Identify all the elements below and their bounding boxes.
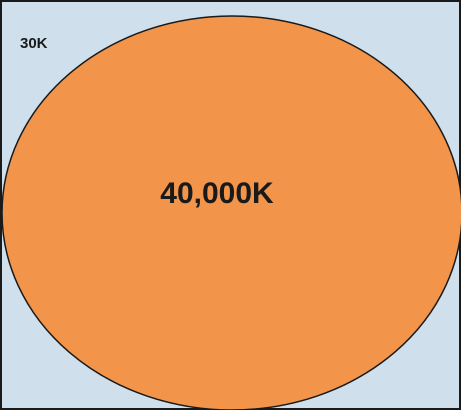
- outer-label: 30K: [20, 35, 48, 52]
- inner-label: 40,000K: [160, 177, 274, 210]
- inner-ellipse: [1, 15, 461, 410]
